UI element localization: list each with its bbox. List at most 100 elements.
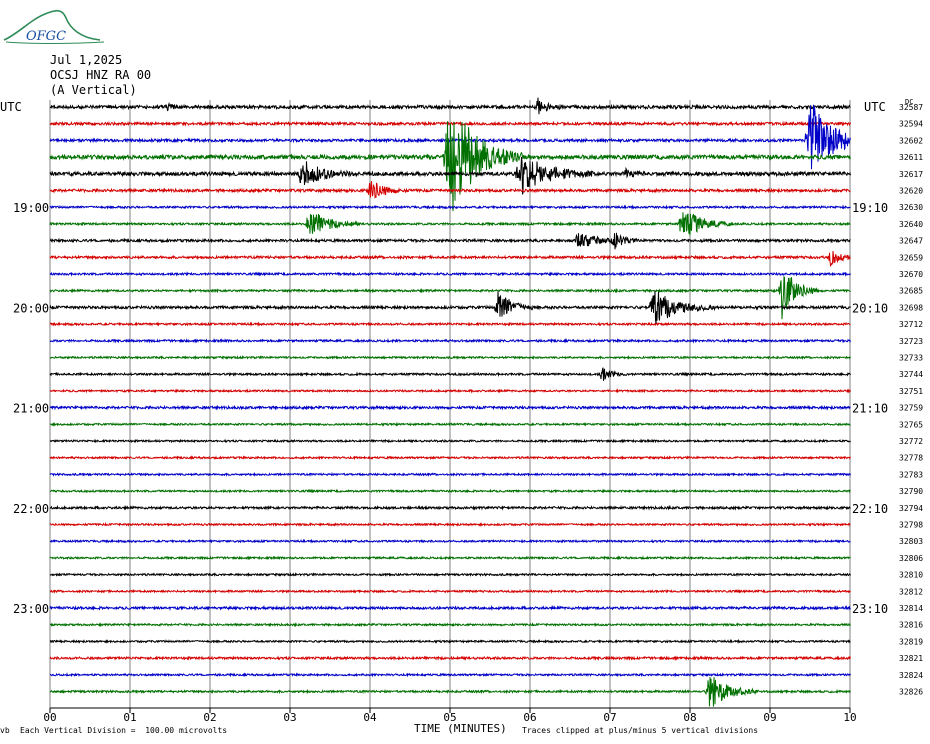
trace-row-14 (49, 337, 851, 344)
trace-row-35 (49, 676, 851, 707)
x-tick-label-0: 00 (43, 711, 56, 724)
dc-offset-label-24: 32794 (899, 504, 923, 513)
trace-row-29 (49, 588, 851, 595)
trace-row-21 (49, 455, 851, 461)
right-time-label-2: 21:10 (852, 402, 888, 416)
dc-offset-label-32: 32819 (899, 637, 923, 646)
dc-offset-label-26: 32803 (899, 537, 923, 546)
dc-offset-label-4: 32617 (899, 170, 923, 179)
dc-offset-label-1: 32594 (899, 120, 923, 129)
dc-offset-label-20: 32772 (899, 437, 923, 446)
station-label: OCSJ HNZ RA 00 (50, 68, 152, 82)
right-time-label-0: 19:10 (852, 201, 888, 215)
ofgc-logo: OFGC (3, 9, 105, 44)
dc-offset-label-18: 32759 (899, 404, 923, 413)
trace-row-17 (49, 388, 851, 394)
trace-row-28 (49, 572, 851, 578)
dc-offset-label-35: 32826 (899, 688, 923, 697)
dc-offset-label-34: 32824 (899, 671, 923, 680)
right-utc-label: UTC (864, 100, 886, 114)
trace-row-19 (49, 421, 851, 427)
dc-offset-label-23: 32790 (899, 487, 923, 496)
dc-offset-label-28: 32810 (899, 571, 923, 580)
x-tick-label-5: 05 (443, 711, 456, 724)
x-tick-label-2: 02 (203, 711, 216, 724)
left-time-label-2: 21:00 (13, 402, 49, 416)
dc-offset-label-5: 32620 (899, 187, 923, 196)
trace-row-30 (49, 604, 851, 612)
left-time-label-3: 22:00 (13, 502, 49, 516)
dc-offset-label-2: 32602 (899, 136, 923, 145)
trace-row-16 (49, 367, 851, 381)
trace-row-26 (49, 538, 851, 544)
x-tick-label-9: 09 (763, 711, 776, 724)
dc-header-label: DC (905, 98, 913, 106)
left-time-label-1: 20:00 (13, 301, 49, 315)
trace-row-32 (49, 638, 851, 645)
dc-offset-label-33: 32821 (899, 654, 923, 663)
x-axis-label: TIME (MINUTES) (414, 722, 507, 735)
dc-offset-label-30: 32814 (899, 604, 923, 613)
trace-row-7 (49, 212, 851, 236)
left-time-label-4: 23:00 (13, 602, 49, 616)
dc-offset-label-16: 32744 (899, 370, 923, 379)
trace-row-13 (49, 321, 851, 328)
trace-row-25 (49, 521, 851, 528)
dc-offset-label-29: 32812 (899, 587, 923, 596)
trace-row-8 (49, 232, 851, 250)
trace-row-18 (49, 404, 851, 411)
x-tick-label-10: 10 (843, 711, 856, 724)
trace-row-3 (49, 121, 851, 212)
dc-offset-label-3: 32611 (899, 153, 923, 162)
dc-offset-label-6: 32630 (899, 203, 923, 212)
dc-offset-label-0: 32587 (899, 103, 923, 112)
logo-swoosh (3, 9, 101, 41)
scale-note: Each Vertical Division = 100.00 microvol… (20, 726, 228, 735)
trace-row-20 (49, 438, 851, 444)
trace-row-27 (49, 555, 851, 561)
trace-row-23 (49, 488, 851, 494)
trace-row-24 (49, 504, 851, 511)
left-time-label-0: 19:00 (13, 201, 49, 215)
dc-offset-label-17: 32751 (899, 387, 923, 396)
trace-row-4 (49, 156, 851, 195)
x-tick-label-7: 07 (603, 711, 616, 724)
dc-offset-label-7: 32640 (899, 220, 923, 229)
trace-row-31 (49, 622, 851, 628)
dc-offset-label-12: 32698 (899, 303, 923, 312)
x-tick-label-4: 04 (363, 711, 377, 724)
x-tick-label-3: 03 (283, 711, 296, 724)
logo-text: OFGC (26, 29, 66, 44)
x-tick-label-8: 08 (683, 711, 696, 724)
x-tick-label-1: 01 (123, 711, 136, 724)
component-label: (A Vertical) (50, 83, 137, 97)
corner-mark: vb (0, 726, 10, 735)
trace-row-10 (49, 271, 851, 277)
dc-offset-label-22: 32783 (899, 470, 923, 479)
dc-offset-label-14: 32723 (899, 337, 923, 346)
dc-offset-label-8: 32647 (899, 237, 923, 246)
left-utc-label: UTC (0, 100, 22, 114)
trace-row-5 (49, 180, 851, 199)
trace-row-9 (49, 250, 851, 268)
clip-note: Traces clipped at plus/minus 5 vertical … (522, 726, 759, 735)
dc-offset-label-10: 32670 (899, 270, 923, 279)
dc-offset-label-9: 32659 (899, 253, 923, 262)
dc-offset-label-27: 32806 (899, 554, 923, 563)
right-time-label-3: 22:10 (852, 502, 888, 516)
dc-offset-label-21: 32778 (899, 454, 923, 463)
x-tick-label-6: 06 (523, 711, 536, 724)
dc-offset-label-11: 32685 (899, 287, 923, 296)
date-label: Jul 1,2025 (50, 53, 123, 67)
right-time-label-4: 23:10 (852, 602, 888, 616)
dc-offset-label-15: 32733 (899, 354, 923, 363)
dc-offset-label-19: 32765 (899, 420, 923, 429)
trace-row-33 (49, 655, 851, 661)
dc-offset-label-25: 32798 (899, 521, 923, 530)
trace-row-6 (49, 204, 851, 211)
dc-offset-label-13: 32712 (899, 320, 923, 329)
dc-offset-label-31: 32816 (899, 621, 923, 630)
trace-row-0 (49, 97, 851, 115)
trace-row-12 (49, 290, 851, 325)
